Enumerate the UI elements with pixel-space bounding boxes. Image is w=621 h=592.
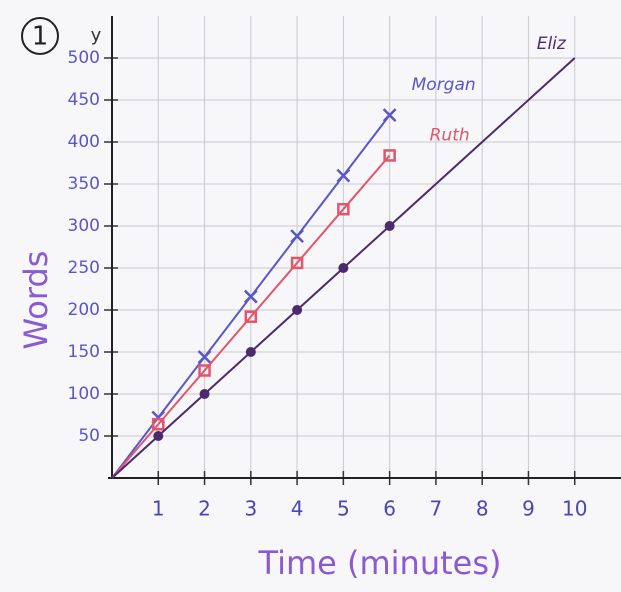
chart: 1 y Time (minutes) Words 1 2 3 4 5 6 7 8 9 10 50 10… — [0, 0, 621, 592]
y-tick-label: 50 — [78, 426, 100, 446]
legend-label: Eliz — [537, 34, 567, 54]
point-dot — [338, 263, 348, 273]
point-dot — [385, 221, 395, 231]
x-tick-label: 9 — [522, 497, 535, 521]
badge: 1 — [32, 22, 49, 52]
x-tick-label: 3 — [244, 497, 257, 521]
point-dot — [292, 305, 302, 315]
x-tick-label: 4 — [291, 497, 304, 521]
legend-label: Ruth — [430, 125, 470, 145]
y-tick-label: 200 — [68, 300, 100, 320]
y-axis-label: Words — [17, 251, 55, 350]
y-tick-label: 300 — [68, 216, 100, 236]
y-axis-letter: y — [91, 25, 102, 46]
x-tick-label: 5 — [337, 497, 350, 521]
x-axis-label: Time (minutes) — [258, 544, 502, 582]
y-tick-label: 100 — [68, 384, 100, 404]
y-tick-label: 500 — [68, 48, 100, 68]
y-tick-label: 150 — [68, 342, 100, 362]
x-tick-label: 6 — [383, 497, 396, 521]
y-tick-label: 450 — [68, 90, 100, 110]
point-dot — [246, 347, 256, 357]
point-dot — [153, 431, 163, 441]
y-tick-label: 350 — [68, 174, 100, 194]
x-tick-label: 7 — [430, 497, 443, 521]
x-tick-label: 10 — [562, 497, 587, 521]
y-tick-label: 250 — [68, 258, 100, 278]
x-tick-label: 1 — [152, 497, 165, 521]
x-tick-label: 8 — [476, 497, 489, 521]
x-tick-label: 2 — [198, 497, 211, 521]
point-dot — [200, 389, 210, 399]
y-tick-label: 400 — [68, 132, 100, 152]
legend-label: Morgan — [412, 75, 476, 95]
